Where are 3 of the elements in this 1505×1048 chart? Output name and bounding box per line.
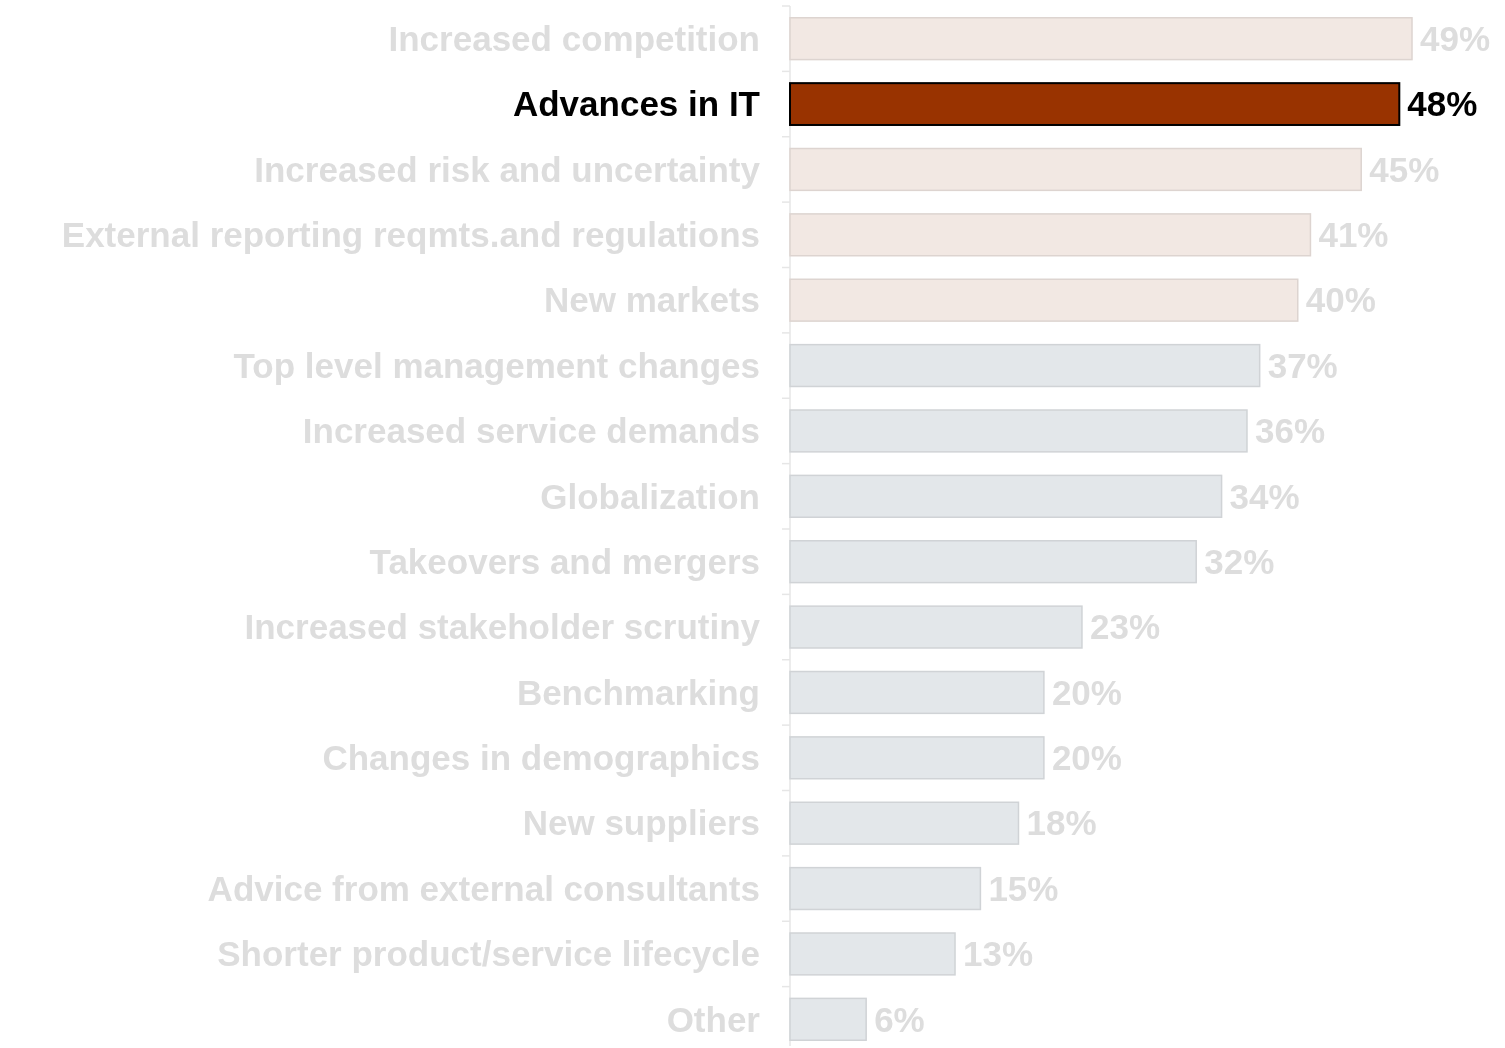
data-label: 48% xyxy=(1407,84,1478,124)
bar xyxy=(789,82,1401,126)
y-tick-label: Advances in IT xyxy=(512,84,760,124)
